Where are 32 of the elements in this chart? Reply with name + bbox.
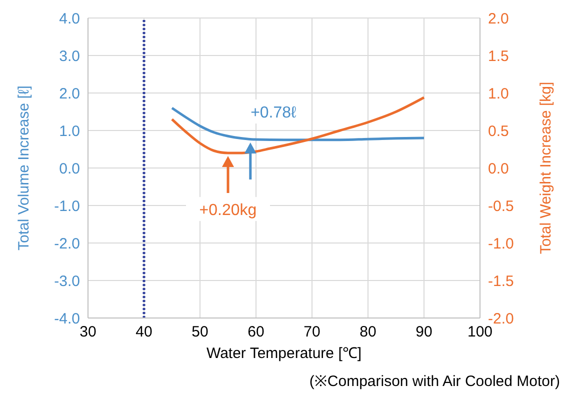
- text: (※Comparison with Air Cooled Motor): [309, 372, 560, 390]
- y-tick-label: -4.0: [54, 310, 80, 328]
- x-tick-label: 90: [416, 324, 432, 341]
- x-tick-label: 70: [304, 324, 320, 341]
- y-tick-label: 2.0: [59, 85, 80, 102]
- y2-tick-label: -1.0: [488, 235, 514, 252]
- y-tick-label: -3.0: [54, 272, 80, 290]
- y-tick-label: -2.0: [54, 235, 80, 252]
- y-tick-label: 1.0: [59, 122, 80, 140]
- x-tick-label: 80: [360, 324, 376, 341]
- y-axis-title: Total Volume Increase [ℓ]: [15, 86, 32, 250]
- x-tick-label: 50: [192, 324, 208, 341]
- y-tick-label: -1.0: [54, 198, 80, 215]
- y-tick-label: 3.0: [59, 48, 80, 65]
- y2-tick-label: 2.0: [488, 10, 509, 28]
- y-tick-label: 4.0: [59, 10, 80, 28]
- y2-tick-label: -1.5: [488, 272, 514, 290]
- x-tick-label: 30: [80, 324, 96, 341]
- x-tick-label: 60: [248, 324, 264, 341]
- line-series: [170, 106, 426, 142]
- x-tick-label: 40: [136, 324, 152, 341]
- y2-axis-title: Total Weight Increase [kg]: [537, 82, 554, 254]
- x-axis-title: Water Temperature [℃]: [206, 345, 362, 362]
- y2-tick-label: 1.5: [488, 48, 509, 65]
- annotation: +0.20kg: [199, 202, 257, 219]
- y-tick-label: 0.0: [59, 160, 80, 178]
- y2-tick-label: 0.0: [488, 160, 509, 178]
- line-series: [170, 96, 426, 154]
- y2-tick-label: 1.0: [488, 85, 509, 102]
- annotation: +0.78ℓ: [250, 104, 296, 122]
- y2-tick-label: 0.5: [488, 122, 509, 140]
- y2-tick-label: -0.5: [488, 198, 514, 215]
